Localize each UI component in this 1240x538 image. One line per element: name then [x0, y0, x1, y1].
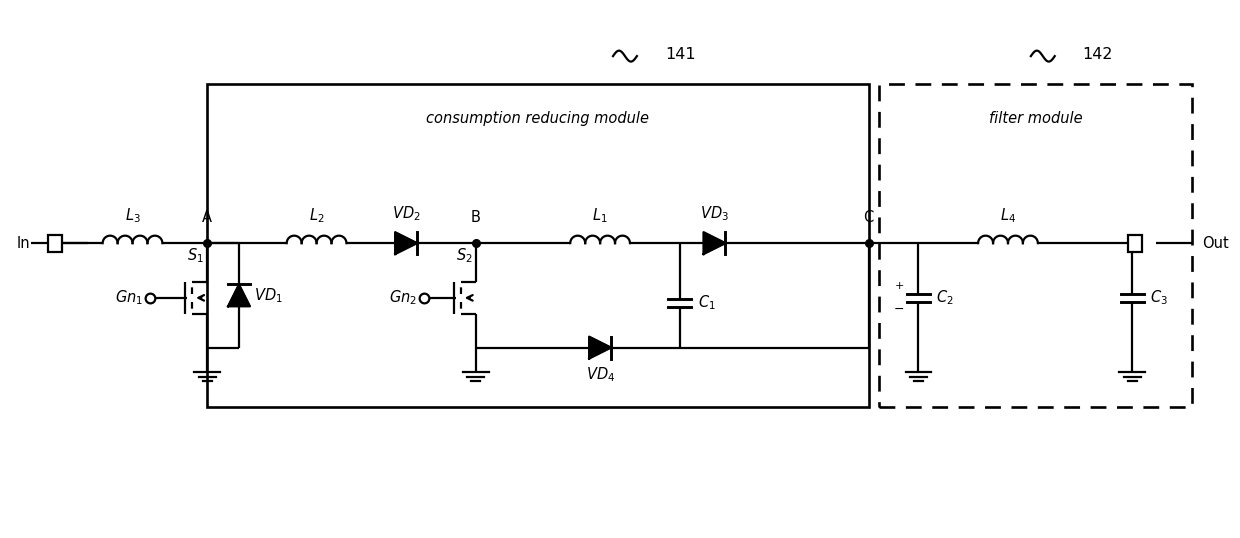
Text: $C_2$: $C_2$ [936, 288, 954, 307]
Bar [1128, 235, 1142, 252]
Bar [48, 235, 62, 252]
Text: 142: 142 [1083, 47, 1114, 62]
Text: $S_2$: $S_2$ [456, 246, 472, 265]
Text: $L_4$: $L_4$ [999, 207, 1016, 225]
Text: $L_3$: $L_3$ [125, 207, 140, 225]
Text: A: A [202, 210, 212, 225]
Text: −: − [894, 303, 904, 316]
Text: B: B [471, 210, 481, 225]
Polygon shape [589, 337, 611, 358]
Text: $S_1$: $S_1$ [187, 246, 205, 265]
Text: filter module: filter module [988, 111, 1083, 126]
Text: +: + [894, 281, 904, 291]
Text: Out: Out [1202, 236, 1229, 251]
Text: $VD_3$: $VD_3$ [701, 204, 729, 223]
Polygon shape [396, 232, 417, 254]
Bar [207, 84, 869, 407]
Text: $L_2$: $L_2$ [309, 207, 325, 225]
Text: $L_1$: $L_1$ [593, 207, 608, 225]
Text: $VD_1$: $VD_1$ [254, 286, 283, 305]
Text: consumption reducing module: consumption reducing module [427, 111, 650, 126]
Text: $Gn_2$: $Gn_2$ [389, 288, 417, 307]
Text: $VD_4$: $VD_4$ [585, 365, 615, 384]
Text: 141: 141 [665, 47, 696, 62]
Text: $C_3$: $C_3$ [1151, 288, 1168, 307]
Text: $C_1$: $C_1$ [698, 293, 715, 312]
Text: $VD_2$: $VD_2$ [392, 204, 420, 223]
Text: C: C [863, 210, 874, 225]
Bar [879, 84, 1192, 407]
Text: In: In [16, 236, 30, 251]
Polygon shape [703, 232, 725, 254]
Polygon shape [228, 285, 250, 306]
Text: $Gn_1$: $Gn_1$ [115, 288, 144, 307]
